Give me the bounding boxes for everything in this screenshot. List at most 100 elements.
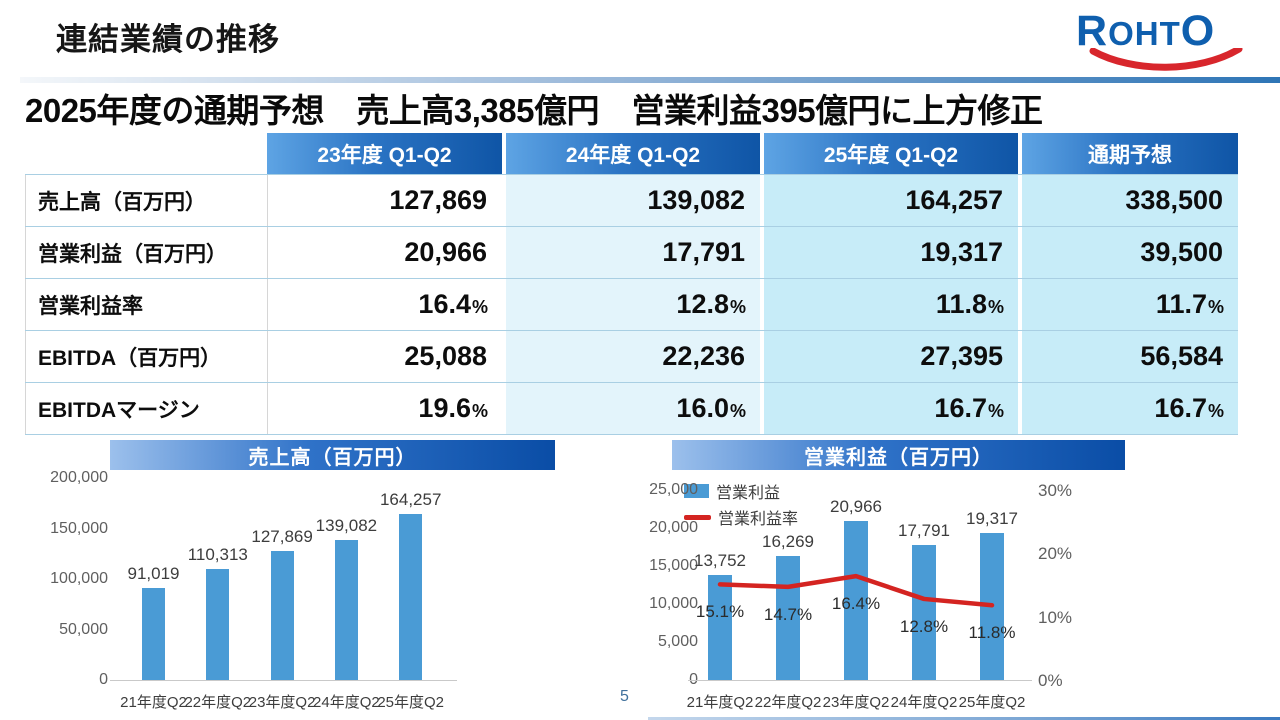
row-label: EBITDA（百万円）: [25, 331, 267, 382]
col-header-fy23: 23年度 Q1-Q2: [267, 133, 502, 174]
row-label: 営業利益（百万円）: [25, 227, 267, 278]
y-axis-tick: 20,000: [649, 519, 698, 536]
x-axis-label: 22年度Q2: [184, 694, 252, 711]
logo-letter: O: [1180, 7, 1216, 55]
right-axis-tick: 0%: [1038, 670, 1063, 690]
rohto-logo: R O H T O: [1076, 8, 1258, 72]
sales-bar: [399, 514, 423, 680]
legend-item-bar: 営業利益: [684, 478, 798, 504]
line-value-label: 14.7%: [763, 604, 813, 624]
logo-letter: R: [1076, 7, 1109, 55]
y-axis-tick: 5,000: [657, 633, 698, 650]
sales-bar: [206, 568, 230, 680]
table-row-ebitda-margin: EBITDAマージン 19.6% 16.0% 16.7% 16.7%: [25, 382, 1238, 435]
x-axis-label: 25年度Q2: [377, 694, 445, 711]
headline-banner: 2025年度の通期予想 売上高3,385億円 営業利益395億円に上方修正: [25, 92, 1043, 129]
table-row-ebitda: EBITDA（百万円） 25,088 22,236 27,395 56,584: [25, 330, 1238, 382]
table-cell: 16.0%: [502, 383, 760, 434]
row-label: 売上高（百万円）: [25, 175, 267, 226]
table-header-row: 23年度 Q1-Q2 24年度 Q1-Q2 25年度 Q1-Q2 通期予想: [25, 133, 1238, 174]
y-axis-tick: 10,000: [649, 595, 698, 612]
bar-value-label: 19,317: [966, 509, 1018, 529]
x-axis-label: 22年度Q2: [754, 694, 822, 711]
table-cell: 25,088: [267, 331, 502, 382]
bar-value-label: 91,019: [127, 564, 180, 584]
table-cell: 338,500: [1018, 175, 1238, 226]
bar-swatch-icon: [684, 484, 709, 498]
col-header-fy24: 24年度 Q1-Q2: [502, 133, 760, 174]
y-axis-tick: 0: [640, 671, 698, 689]
title-divider: [20, 77, 1280, 83]
table-cell: 56,584: [1018, 331, 1238, 382]
line-swatch-icon: [684, 514, 711, 520]
x-axis-label: 21年度Q2: [686, 694, 754, 711]
y-axis-tick: 50,000: [59, 620, 108, 638]
logo-letter: H: [1134, 15, 1160, 52]
profit-bar: [980, 533, 1004, 680]
page-title: 連結業績の推移: [56, 22, 280, 57]
x-axis-line: [688, 680, 1032, 681]
table-cell: 11.8%: [760, 279, 1018, 330]
right-axis-tick: 20%: [1038, 544, 1073, 564]
rohto-logo-text: R O H T O: [1076, 8, 1215, 57]
row-label: EBITDAマージン: [25, 383, 267, 434]
table-cell: 139,082: [502, 175, 760, 226]
row-label: 営業利益率: [25, 279, 267, 330]
x-axis-line: [110, 680, 457, 681]
x-axis-label: 24年度Q2: [313, 694, 380, 711]
table-cell: 39,500: [1018, 227, 1238, 278]
right-axis-tick: 10%: [1038, 607, 1073, 627]
x-axis-label: 23年度Q2: [248, 694, 316, 711]
y-axis-tick: 0: [99, 671, 108, 688]
sales-bar: [334, 539, 358, 680]
table-cell: 164,257: [760, 175, 1018, 226]
sales-chart: 売上高（百万円） 200,000 150,000 100,000 50,000 0 91,…: [20, 438, 640, 720]
col-header-fy25: 25年度 Q1-Q2: [760, 133, 1018, 174]
y-axis-tick: 150,000: [50, 519, 108, 537]
y-axis-tick: 200,000: [50, 469, 108, 486]
table-cell: 16.7%: [760, 383, 1018, 434]
table-cell: 19,317: [760, 227, 1018, 278]
table-cell: 12.8%: [502, 279, 760, 330]
table-header-spacer: [25, 133, 267, 174]
line-value-label: 16.4%: [831, 594, 881, 614]
table-cell: 22,236: [502, 331, 760, 382]
line-value-label: 12.8%: [899, 616, 949, 636]
sales-bar: [270, 550, 294, 680]
x-axis-label: 24年度Q2: [890, 694, 958, 711]
legend-label: 営業利益率: [718, 511, 799, 528]
operating-profit-chart: 営業利益（百万円） 営業利益 営業利益率 25,000 20,000 15,000 1…: [640, 438, 1280, 720]
col-header-forecast: 通期予想: [1018, 133, 1238, 174]
chart-legend: 営業利益 営業利益率: [684, 478, 798, 530]
table-cell: 19.6%: [267, 383, 502, 434]
bar-value-label: 13,752: [694, 551, 746, 571]
line-value-label: 11.8%: [968, 623, 1016, 643]
operating-profit-chart-title: 営業利益（百万円）: [672, 440, 1125, 470]
bar-value-label: 139,082: [315, 515, 378, 535]
table-cell: 11.7%: [1018, 279, 1238, 330]
sales-bar: [142, 588, 165, 680]
table-cell: 127,869: [267, 175, 502, 226]
legend-label: 営業利益: [716, 485, 781, 502]
table-cell: 16.4%: [267, 279, 502, 330]
line-value-label: 15.1%: [695, 602, 745, 622]
logo-letter: O: [1108, 15, 1135, 52]
sales-chart-title: 売上高（百万円）: [110, 440, 555, 470]
table-cell: 20,966: [267, 227, 502, 278]
table-row-sales: 売上高（百万円） 127,869 139,082 164,257 338,500: [25, 174, 1238, 226]
table-body: 売上高（百万円） 127,869 139,082 164,257 338,500…: [25, 174, 1238, 435]
table-row-operating-margin: 営業利益率 16.4% 12.8% 11.8% 11.7%: [25, 278, 1238, 330]
legend-item-line: 営業利益率: [684, 504, 798, 530]
profit-bar: [708, 575, 732, 680]
bar-value-label: 17,791: [898, 520, 950, 540]
table-cell: 17,791: [502, 227, 760, 278]
bar-value-label: 20,966: [830, 496, 882, 516]
y-axis-tick: 100,000: [50, 570, 108, 587]
bar-value-label: 164,257: [379, 490, 442, 510]
x-axis-label: 25年度Q2: [958, 694, 1026, 711]
bar-value-label: 127,869: [251, 526, 313, 546]
bar-value-label: 16,269: [762, 532, 814, 552]
table-cell: 16.7%: [1018, 383, 1238, 434]
bottom-divider: [648, 717, 1280, 720]
